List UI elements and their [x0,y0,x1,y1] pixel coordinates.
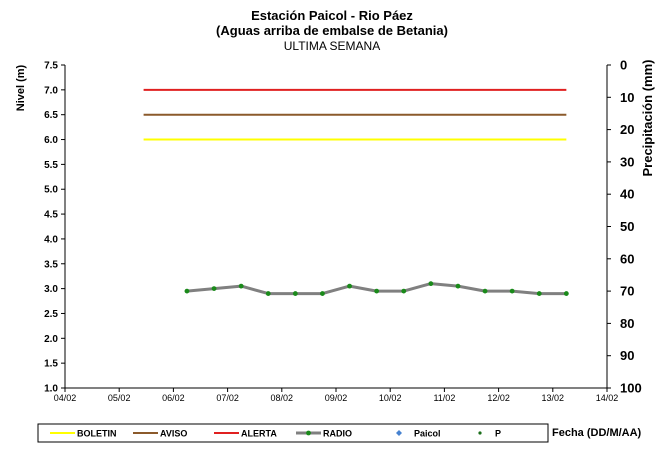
series-point-radio [482,288,488,294]
legend-label: BOLETIN [77,429,117,439]
series-point-radio [374,288,380,294]
y2-tick-label: 10 [620,90,634,105]
y-tick-label: 2.5 [44,309,58,320]
legend-label: P [495,429,501,439]
series-point-radio [536,291,542,296]
y2-tick-label: 20 [620,122,634,137]
series-point-radio [184,288,190,294]
y2-tick-label: 100 [620,381,642,396]
y-tick-label: 4.0 [44,234,58,245]
y-tick-label: 1.0 [44,384,58,395]
y2-tick-label: 80 [620,316,634,331]
series-point-radio [428,281,434,287]
y2-tick-label: 30 [620,154,634,169]
plot-area: 1.0 1.5 2.0 2.5 3.0 3.5 4.0 4.5 5.0 5.5 6.0 6.5 7.0 7… [44,58,642,404]
y-tick-label: 5.0 [44,185,58,196]
legend-label: ALERTA [241,429,277,439]
y2-tick-label: 40 [620,187,634,202]
x-tick-label: 06/02 [162,393,185,403]
y-tick-label: 4.5 [44,210,58,221]
x-tick-label: 11/02 [433,393,455,403]
x-tick-label: 14/02 [596,393,619,403]
y-tick-label: 6.5 [44,110,58,121]
y-tick-label: 5.5 [44,160,58,171]
legend-label: RADIO [323,429,352,439]
series-point-radio [292,291,298,296]
chart-title: Estación Paicol - Rio Páez [251,8,413,23]
y-tick-label: 3.0 [44,284,58,295]
x-tick-label: 04/02 [54,393,77,403]
legend-marker-paicol [396,430,402,436]
y-tick-label: 2.0 [44,334,58,345]
legend: BOLETIN AVISO ALERTA RADIO Paicol P [37,423,549,443]
series-point-radio [401,288,407,294]
series-point-radio [211,286,217,292]
x-tick-label: 08/02 [271,393,294,403]
legend-marker-radio [306,430,311,436]
legend-label: AVISO [160,429,187,439]
x-tick-label: 10/02 [379,393,402,403]
y-axis-label: Nivel (m) [15,64,27,111]
series-point-radio [265,291,271,296]
series-point-radio [320,291,325,296]
y2-tick-label: 60 [620,251,634,266]
y-tick-label: 1.5 [44,359,58,370]
legend-label: Paicol [414,429,441,439]
x-tick-label: 12/02 [487,393,510,403]
y2-tick-label: 70 [620,284,634,299]
chart-subtitle: (Aguas arriba de embalse de Betania) [216,23,448,38]
y-tick-label: 7.0 [44,85,58,96]
series-point-radio [347,283,352,289]
chart-period-label: ULTIMA SEMANA [284,39,380,53]
series-point-radio [238,283,244,289]
x-tick-label: 09/02 [325,393,348,403]
y2-tick-label: 0 [620,58,627,73]
y2-tick-label: 90 [620,348,634,363]
y2-axis-label: Precipitación (mm) [640,59,655,176]
series-point-radio [509,288,515,294]
series-point-radio [455,283,461,289]
x-tick-label: 07/02 [216,393,239,403]
series-point-radio [563,291,569,296]
y-tick-label: 3.5 [44,259,58,270]
legend-marker-p [478,431,482,435]
x-tick-label: 05/02 [108,393,131,403]
x-axis-label: Fecha (DD/M/AA) [552,427,642,439]
legend-box [37,423,549,443]
y2-tick-label: 50 [620,219,634,234]
y-tick-label: 6.0 [44,135,58,146]
y-tick-label: 7.5 [44,61,58,72]
x-tick-label: 13/02 [542,393,565,403]
